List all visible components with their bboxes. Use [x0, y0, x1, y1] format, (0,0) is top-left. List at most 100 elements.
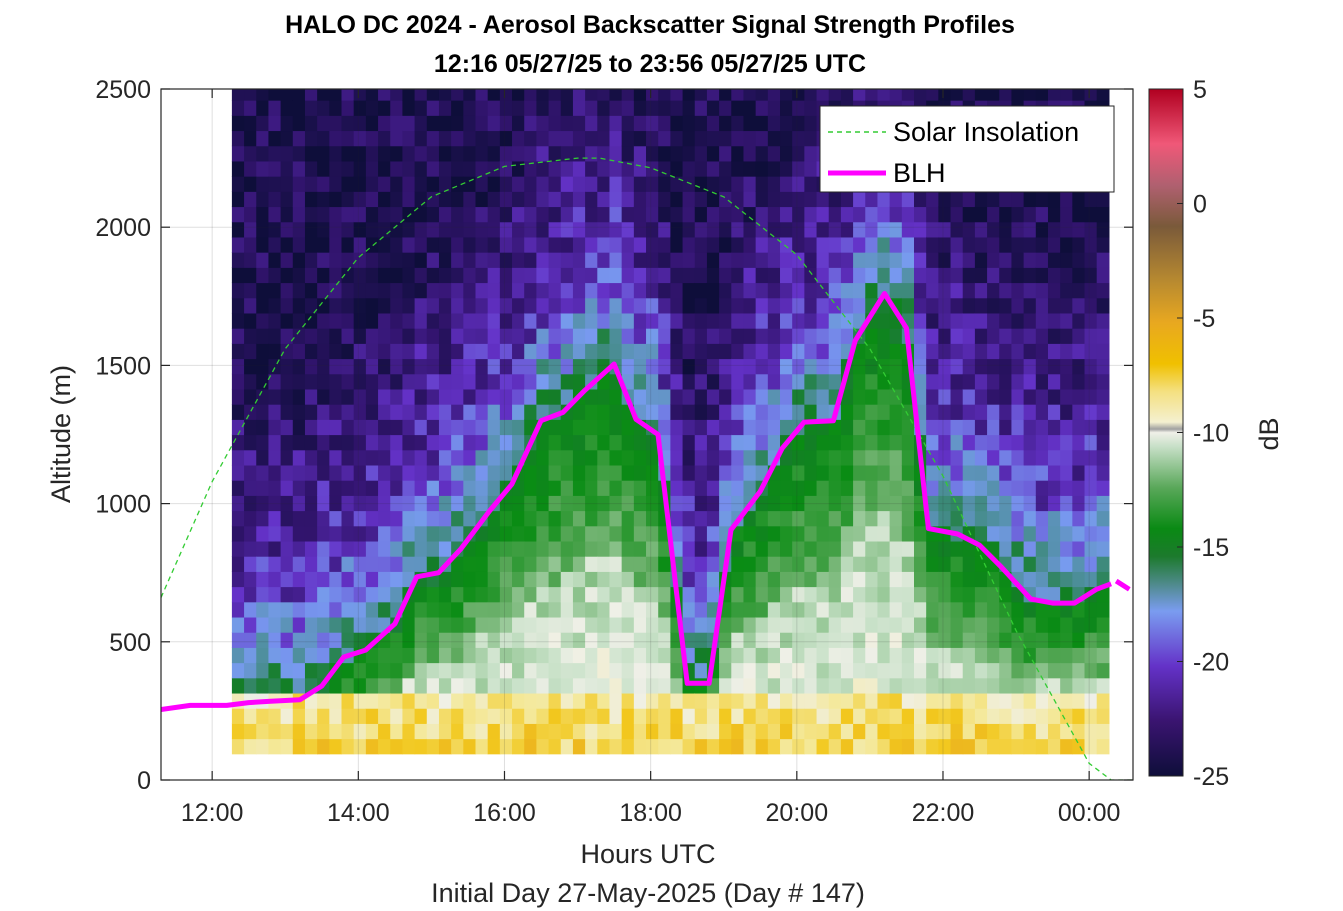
- heatmap-cell: [572, 586, 586, 603]
- heatmap-cell: [365, 358, 379, 375]
- heatmap-cell: [670, 145, 684, 162]
- heatmap-cell: [974, 647, 988, 664]
- heatmap-cell: [341, 677, 355, 694]
- heatmap-cell: [280, 343, 294, 360]
- heatmap-cell: [914, 540, 927, 557]
- heatmap-cell: [402, 434, 416, 451]
- heatmap-cell: [378, 419, 391, 436]
- heatmap-cell: [865, 434, 879, 451]
- heatmap-cell: [548, 495, 562, 512]
- heatmap-cell: [609, 145, 623, 162]
- heatmap-cell: [414, 221, 428, 238]
- heatmap-cell: [524, 404, 537, 420]
- heatmap-cell: [1084, 434, 1098, 451]
- heatmap-cell: [658, 388, 671, 405]
- heatmap-cell: [438, 677, 452, 694]
- heatmap-cell: [670, 236, 684, 253]
- heatmap-cell: [292, 115, 306, 132]
- heatmap-cell: [499, 723, 513, 740]
- heatmap-cell: [694, 419, 708, 436]
- heatmap-cell: [962, 647, 976, 664]
- heatmap-cell: [974, 252, 988, 268]
- heatmap-cell: [1023, 662, 1037, 679]
- heatmap-cell: [743, 601, 757, 618]
- heatmap-cell: [585, 100, 598, 116]
- heatmap-cell: [633, 221, 647, 238]
- heatmap-cell: [256, 312, 270, 329]
- heatmap-cell: [256, 677, 270, 694]
- heatmap-cell: [463, 282, 477, 299]
- heatmap-cell: [1096, 328, 1110, 344]
- heatmap-cell: [914, 267, 927, 284]
- heatmap-cell: [743, 738, 757, 755]
- heatmap-cell: [743, 419, 757, 436]
- heatmap-cell: [1023, 510, 1037, 527]
- heatmap-cell: [633, 586, 647, 603]
- heatmap-cell: [706, 738, 720, 755]
- heatmap-cell: [731, 662, 745, 679]
- heatmap-cell: [877, 723, 891, 740]
- heatmap-cell: [1011, 343, 1025, 360]
- heatmap-cell: [962, 206, 976, 223]
- heatmap-cell: [438, 647, 452, 664]
- heatmap-cell: [621, 343, 635, 360]
- heatmap-cell: [524, 236, 537, 253]
- heatmap-cell: [828, 358, 842, 375]
- heatmap-cell: [451, 312, 464, 329]
- heatmap-cell: [840, 388, 854, 405]
- heatmap-cell: [1096, 373, 1110, 390]
- heatmap-cell: [572, 89, 586, 101]
- heatmap-cell: [341, 358, 355, 375]
- heatmap-cell: [816, 708, 830, 724]
- heatmap-cell: [621, 708, 635, 724]
- heatmap-cell: [719, 176, 732, 192]
- heatmap-cell: [585, 160, 598, 177]
- heatmap-cell: [828, 495, 842, 512]
- heatmap-cell: [621, 221, 635, 238]
- heatmap-cell: [280, 145, 294, 162]
- heatmap-cell: [1035, 480, 1049, 496]
- heatmap-cell: [280, 601, 294, 618]
- heatmap-cell: [414, 616, 428, 633]
- heatmap-cell: [597, 449, 611, 466]
- heatmap-cell: [719, 692, 732, 709]
- heatmap-cell: [536, 115, 550, 132]
- heatmap-cell: [828, 434, 842, 451]
- heatmap-cell: [329, 464, 343, 481]
- heatmap-cell: [536, 586, 550, 603]
- heatmap-cell: [877, 586, 891, 603]
- heatmap-cell: [572, 358, 586, 375]
- heatmap-cell: [1035, 419, 1049, 436]
- x-tick-label: 18:00: [619, 799, 682, 827]
- heatmap-cell: [914, 328, 927, 344]
- heatmap-cell: [438, 495, 452, 512]
- heatmap-cell: [804, 267, 818, 284]
- heatmap-cell: [694, 130, 708, 147]
- heatmap-cell: [950, 586, 964, 603]
- heatmap-cell: [512, 692, 525, 709]
- heatmap-cell: [463, 160, 477, 177]
- heatmap-cell: [256, 449, 270, 466]
- heatmap-cell: [609, 708, 623, 724]
- heatmap-cell: [524, 571, 537, 588]
- heatmap-cell: [365, 145, 379, 162]
- heatmap-cell: [804, 586, 818, 603]
- heatmap-cell: [914, 692, 927, 709]
- heatmap-cell: [499, 343, 513, 360]
- heatmap-cell: [585, 328, 598, 344]
- heatmap-cell: [524, 221, 537, 238]
- heatmap-cell: [780, 236, 793, 253]
- heatmap-cell: [268, 89, 282, 101]
- heatmap-cell: [621, 176, 635, 192]
- heatmap-cell: [499, 662, 513, 679]
- heatmap-cell: [974, 343, 988, 360]
- heatmap-cell: [268, 601, 282, 618]
- heatmap-cell: [414, 601, 428, 618]
- heatmap-cell: [1011, 191, 1025, 208]
- heatmap-cell: [597, 480, 611, 496]
- heatmap-cell: [378, 343, 391, 360]
- heatmap-cell: [536, 388, 550, 405]
- heatmap-cell: [487, 434, 501, 451]
- heatmap-cell: [755, 677, 769, 694]
- heatmap-cell: [256, 404, 270, 420]
